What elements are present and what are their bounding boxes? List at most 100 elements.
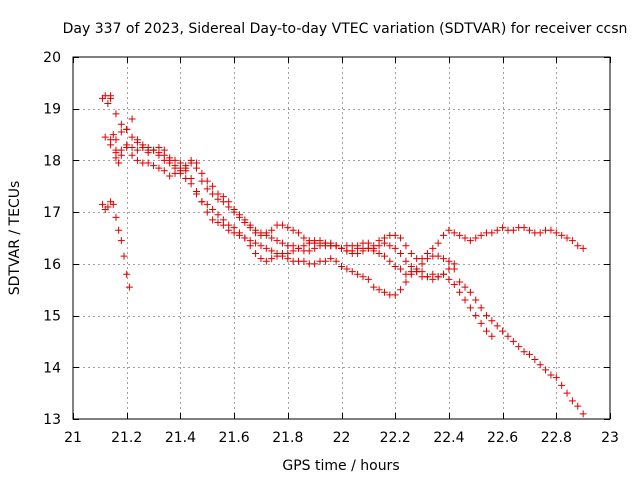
data-point [440,270,448,278]
data-point [182,175,190,183]
data-point [536,229,544,237]
data-point [547,226,555,234]
data-point [574,242,582,250]
data-point [461,283,469,291]
data-point [289,226,297,234]
x-tick-label: 22.4 [433,430,464,446]
data-point [101,133,109,141]
data-point [120,252,128,260]
data-point [499,327,507,335]
axis-ticks [73,57,611,420]
data-point [536,361,544,369]
data-point [117,120,125,128]
data-point [300,234,308,242]
data-point [472,234,480,242]
data-point [230,206,238,214]
y-tick-label: 16 [43,257,61,273]
data-point [112,154,120,162]
data-point [364,244,372,252]
data-point [241,234,249,242]
chart-title: Day 337 of 2023, Sidereal Day-to-day VTE… [63,21,628,37]
y-tick-label: 19 [43,102,61,118]
data-points [99,92,587,418]
data-point [477,319,485,327]
data-point [257,255,265,263]
data-point [456,231,464,239]
data-point [214,211,222,219]
data-point [466,288,474,296]
data-point [235,229,243,237]
x-tick-label: 21.8 [272,430,303,446]
y-tick-labels: 13 14 15 16 17 18 19 20 [43,50,61,428]
data-point [321,242,329,250]
data-point [413,265,421,273]
data-point [321,257,329,265]
data-point [552,229,560,237]
data-point [125,283,133,291]
data-point [109,131,117,139]
data-point [278,221,286,229]
data-point [235,211,243,219]
data-point [509,337,517,345]
data-point [348,268,356,276]
data-point [552,374,560,382]
y-tick-label: 14 [43,360,61,376]
data-point [109,200,117,208]
x-tick-label: 23 [601,430,619,446]
data-point [209,216,217,224]
data-point [144,159,152,167]
x-tick-label: 22 [333,430,351,446]
data-point [300,257,308,265]
data-point [423,273,431,281]
data-point [123,141,131,149]
data-point [257,229,265,237]
data-point [155,164,163,172]
data-point [117,128,125,136]
data-point [166,156,174,164]
data-point [112,136,120,144]
x-tick-labels: 21 21.2 21.4 21.6 21.8 22 22.2 22.4 22.6 22.8 23 [64,430,619,446]
data-point [380,252,388,260]
x-tick-label: 22.6 [487,430,518,446]
data-point [568,237,576,245]
data-point [133,156,141,164]
data-point [386,242,394,250]
data-point [397,265,405,273]
data-point [445,275,453,283]
data-point [397,250,405,258]
data-point [262,257,270,265]
data-point [407,268,415,276]
data-point [520,224,528,232]
data-point [547,371,555,379]
data-point [99,200,107,208]
data-point [488,317,496,325]
data-point [375,242,383,250]
series-6 [99,92,123,167]
data-point [214,218,222,226]
x-tick-label: 21.2 [111,430,142,446]
data-point [198,169,206,177]
plot-frame [72,56,611,420]
data-point [434,239,442,247]
data-point [128,133,136,141]
data-point [499,224,507,232]
data-point [434,252,442,260]
y-tick-label: 20 [43,50,61,66]
data-point [354,270,362,278]
data-point [488,229,496,237]
data-point [284,224,292,232]
data-point [128,115,136,123]
data-point [268,255,276,263]
data-point [166,172,174,180]
data-point [252,250,260,258]
data-point [482,312,490,320]
y-tick-label: 13 [43,412,61,428]
series-3 [107,125,496,340]
data-point [380,288,388,296]
data-point [295,244,303,252]
x-tick-label: 21 [64,430,82,446]
data-point [450,260,458,268]
data-point [402,278,410,286]
data-point [568,397,576,405]
data-point [338,262,345,270]
